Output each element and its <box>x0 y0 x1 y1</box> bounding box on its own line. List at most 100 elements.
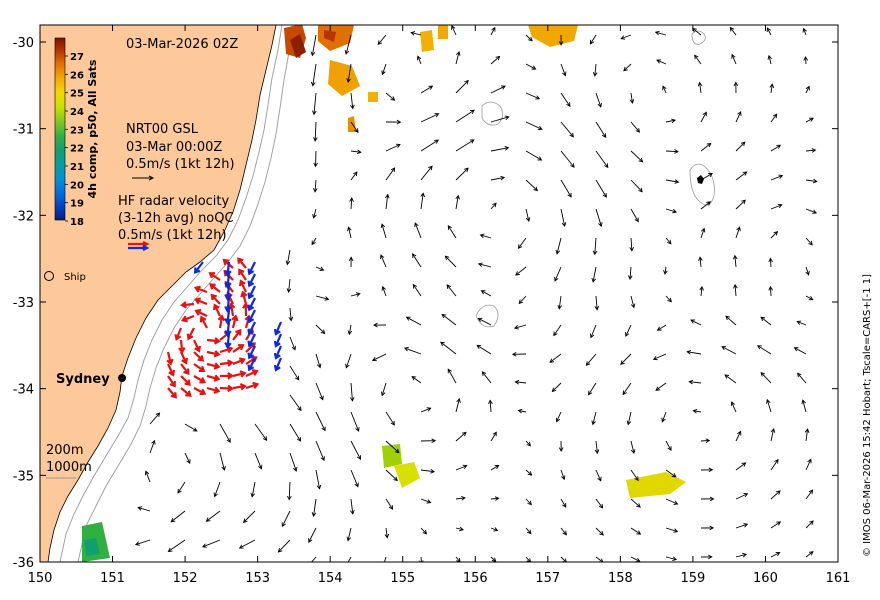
current-arrow <box>630 440 636 455</box>
hf-radar-arrow <box>273 357 283 372</box>
current-arrow <box>700 438 711 443</box>
current-arrow <box>661 411 667 423</box>
current-arrow <box>447 225 457 239</box>
current-arrow <box>735 141 746 152</box>
x-tick-label: 158 <box>608 571 633 586</box>
x-tick-label: 151 <box>100 571 125 586</box>
current-arrow <box>630 527 642 535</box>
current-arrow <box>630 208 639 223</box>
current-arrow <box>420 468 436 474</box>
hf-radar-arrow <box>186 327 195 341</box>
hf-radar-arrow <box>247 345 256 360</box>
sydney-marker <box>118 374 126 382</box>
hf-radar-arrow <box>206 374 221 382</box>
current-arrow <box>385 440 400 454</box>
hf-radar-arrow <box>194 297 208 306</box>
current-arrow <box>770 551 781 558</box>
y-tick-label: -31 <box>13 123 34 138</box>
current-arrow <box>287 481 292 501</box>
current-arrow <box>345 353 352 369</box>
current-arrow <box>350 292 361 297</box>
y-tick-label: -33 <box>13 296 34 311</box>
current-arrow <box>595 150 609 169</box>
current-arrow <box>594 295 600 311</box>
current-arrow <box>735 199 746 210</box>
current-arrow <box>167 539 186 552</box>
current-arrow <box>560 63 567 77</box>
current-arrow <box>560 121 574 138</box>
current-arrow <box>315 324 326 335</box>
current-arrow <box>385 167 396 181</box>
hf-radar-arrow <box>167 387 178 399</box>
current-arrow <box>622 382 632 396</box>
y-tick-label: -36 <box>13 556 34 571</box>
current-arrow <box>768 285 773 297</box>
current-arrow <box>558 34 564 46</box>
current-arrow <box>149 412 161 425</box>
hf-radar-arrow <box>166 351 174 366</box>
current-arrow <box>525 527 532 535</box>
current-arrow <box>665 149 679 154</box>
current-arrow <box>626 411 632 426</box>
current-arrow <box>488 399 493 413</box>
current-arrow <box>623 63 632 72</box>
current-arrow <box>281 510 291 528</box>
hf-radar-arrow <box>219 384 234 393</box>
colorbar-tick-label: 22 <box>70 144 84 155</box>
current-arrow <box>700 173 713 181</box>
current-arrow <box>481 371 492 384</box>
current-arrow <box>286 278 292 293</box>
current-arrow <box>380 254 387 268</box>
ship-marker <box>44 271 54 281</box>
current-arrow <box>665 469 677 478</box>
current-arrow <box>620 353 632 365</box>
current-arrow <box>595 498 604 509</box>
y-tick-label: -30 <box>13 36 34 51</box>
current-arrow <box>665 179 680 184</box>
y-axis: -30 -31 -32 -33 -34 -35 -36 <box>13 36 838 571</box>
current-arrow <box>560 208 567 227</box>
current-arrow <box>697 81 703 94</box>
current-arrow <box>803 56 809 65</box>
current-arrow <box>560 469 566 481</box>
current-arrow <box>347 226 352 239</box>
colorbar-tick-label: 27 <box>70 52 84 63</box>
current-arrow <box>382 556 387 562</box>
current-arrow <box>655 382 667 391</box>
hf-radar-arrow <box>224 333 232 349</box>
current-arrow <box>805 520 814 529</box>
x-tick-label: 152 <box>173 571 198 586</box>
current-arrow <box>735 226 741 239</box>
current-arrow <box>444 255 457 268</box>
current-arrow <box>490 496 500 501</box>
current-arrow <box>420 139 439 152</box>
hf-radar-arrow <box>247 321 256 336</box>
current-arrow <box>346 63 352 83</box>
current-arrow <box>476 344 492 355</box>
current-arrow <box>149 439 156 454</box>
hf-radar-arrow <box>219 372 234 380</box>
current-arrow <box>311 237 317 246</box>
hf-radar-arrow <box>273 333 283 348</box>
hf-radar-arrow <box>180 375 191 386</box>
credit-text: © IMOS 06-Mar-2026 15:42 Hobart; Tscale=… <box>862 274 873 557</box>
current-arrow <box>665 118 676 124</box>
legend-hf-scale: 0.5m/s (1kt 12h) <box>118 228 227 243</box>
current-arrow <box>525 92 541 100</box>
current-arrow <box>700 201 712 210</box>
current-arrow <box>289 336 296 351</box>
current-arrow <box>420 407 432 413</box>
current-arrow <box>560 498 567 508</box>
legend-hf-title: HF radar velocity <box>118 194 230 209</box>
current-arrow <box>446 284 457 297</box>
current-arrow <box>733 81 739 94</box>
current-arrow <box>735 430 742 442</box>
hf-radar-arrow <box>180 301 195 309</box>
hf-radar-arrow <box>273 345 283 360</box>
current-arrow <box>692 408 702 414</box>
current-arrow <box>555 237 562 255</box>
current-arrow <box>289 452 298 472</box>
current-arrow <box>805 295 814 301</box>
current-arrow <box>700 554 713 560</box>
hf-radar-arrow <box>219 359 234 367</box>
